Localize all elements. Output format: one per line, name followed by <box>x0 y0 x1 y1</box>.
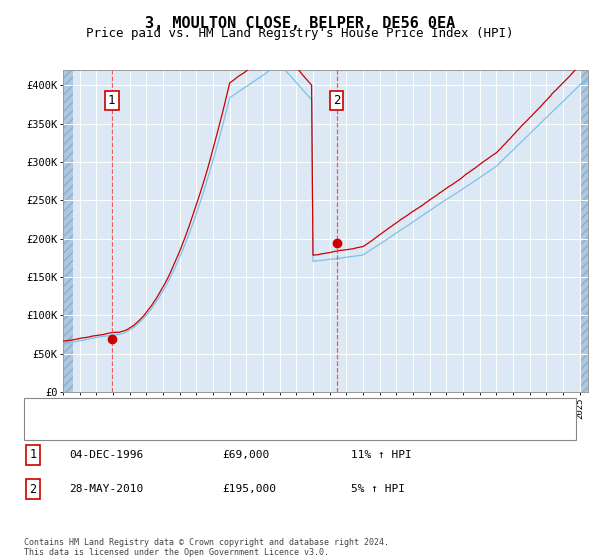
Text: 5% ↑ HPI: 5% ↑ HPI <box>351 484 405 494</box>
Text: Contains HM Land Registry data © Crown copyright and database right 2024.
This d: Contains HM Land Registry data © Crown c… <box>24 538 389 557</box>
Text: 2: 2 <box>29 483 37 496</box>
Text: £195,000: £195,000 <box>222 484 276 494</box>
Bar <box>63 70 73 392</box>
Text: 3, MOULTON CLOSE, BELPER, DE56 0EA: 3, MOULTON CLOSE, BELPER, DE56 0EA <box>145 16 455 31</box>
Text: 3, MOULTON CLOSE, BELPER,  DE56 0EA (detached house): 3, MOULTON CLOSE, BELPER, DE56 0EA (deta… <box>81 404 386 414</box>
Text: 1: 1 <box>108 94 115 107</box>
Text: 2: 2 <box>333 94 340 107</box>
Text: 11% ↑ HPI: 11% ↑ HPI <box>351 450 412 460</box>
Text: ———: ——— <box>36 402 77 417</box>
Text: Price paid vs. HM Land Registry's House Price Index (HPI): Price paid vs. HM Land Registry's House … <box>86 27 514 40</box>
Text: £69,000: £69,000 <box>222 450 269 460</box>
Text: 04-DEC-1996: 04-DEC-1996 <box>69 450 143 460</box>
Text: ———: ——— <box>36 422 77 436</box>
Text: 1: 1 <box>29 448 37 461</box>
Bar <box>581 70 592 392</box>
Text: 28-MAY-2010: 28-MAY-2010 <box>69 484 143 494</box>
Text: HPI: Average price, detached house, Amber Valley: HPI: Average price, detached house, Ambe… <box>81 424 363 434</box>
